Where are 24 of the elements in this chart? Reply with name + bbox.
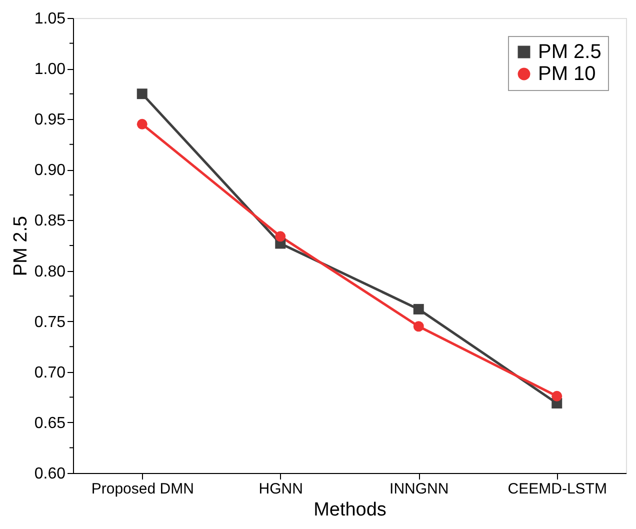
point [136, 118, 148, 130]
y-tick-label: 1.00 [34, 61, 66, 78]
x-axis-title: Methods [314, 500, 386, 520]
point [413, 321, 424, 332]
y-tick-label: 0.60 [34, 466, 66, 482]
y-tick-label: 0.80 [34, 263, 66, 280]
y-tick-label: 0.65 [34, 414, 66, 432]
y-tick-label: 0.75 [34, 314, 66, 331]
point [413, 304, 424, 314]
y-tick-label: 1.05 [34, 10, 66, 28]
x-tick-label: Proposed DMN [91, 480, 194, 498]
legend-label: PM 2.5 [538, 41, 602, 63]
point [136, 88, 148, 100]
y-tick-label: 0.70 [34, 364, 66, 382]
y-tick-label: 0.90 [34, 162, 66, 180]
x-tick-label: CEEMD-LSTM [508, 480, 607, 498]
x-tick-label: INNGNN [390, 480, 449, 498]
y-axis-title: PM 2.5 [10, 216, 32, 276]
point [275, 231, 286, 242]
y-tick-label: 0.85 [34, 212, 66, 230]
y-tick-label: 0.95 [34, 112, 66, 129]
x-tick-label: HGNN [258, 480, 303, 498]
point [552, 390, 562, 402]
legend-label: PM 10 [538, 63, 596, 85]
